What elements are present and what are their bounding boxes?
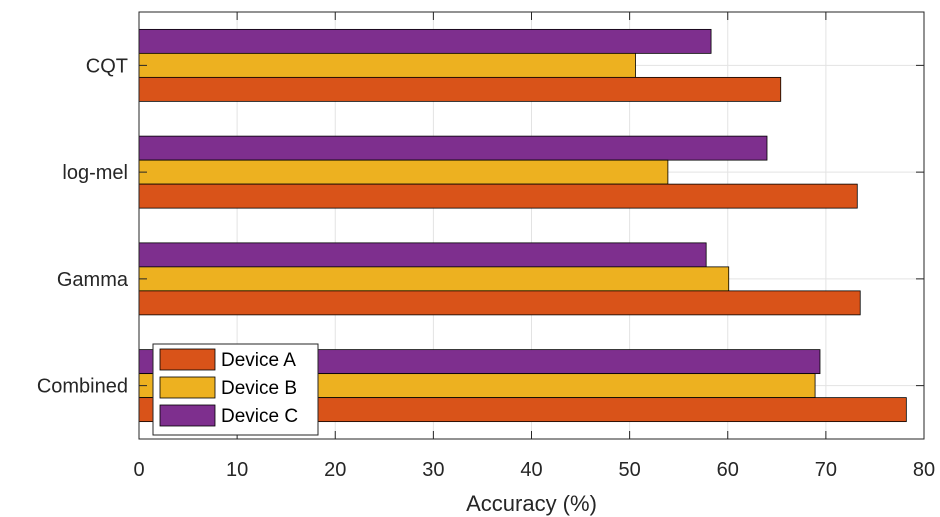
legend-swatch-device-c [159, 404, 216, 427]
legend-label: Device C [221, 406, 298, 427]
y-tick-label: Combined [37, 376, 128, 398]
x-tick-label: 30 [422, 459, 444, 481]
bar-device-b [138, 266, 730, 292]
bar-device-b [138, 159, 669, 185]
bar-device-a [138, 290, 861, 316]
y-tick-label: CQT [86, 55, 128, 77]
bar-device-c [138, 135, 768, 161]
y-tick-label: Gamma [57, 269, 129, 291]
legend-swatch-device-b [159, 376, 216, 399]
legend-swatch-device-a [159, 348, 216, 371]
legend-label: Device A [221, 350, 296, 371]
bar-device-a [138, 183, 858, 209]
legend-label: Device B [221, 378, 297, 399]
x-tick-label: 50 [619, 459, 641, 481]
x-tick-label: 40 [520, 459, 542, 481]
x-tick-label: 20 [324, 459, 346, 481]
bar-device-a [138, 76, 782, 102]
bar-device-b [138, 52, 636, 78]
x-tick-label: 60 [717, 459, 739, 481]
x-tick-label: 10 [226, 459, 248, 481]
y-axis-ticks: CQT log-mel Gamma Combined [37, 55, 924, 398]
bar-device-c [138, 28, 712, 54]
x-tick-label: 80 [913, 459, 935, 481]
bar-device-c [138, 242, 707, 268]
x-axis-ticks: 0 10 20 30 40 50 60 70 80 [133, 12, 935, 481]
x-tick-label: 70 [815, 459, 837, 481]
x-tick-label: 0 [133, 459, 144, 481]
legend: Device A Device B Device C [152, 343, 319, 436]
y-tick-label: log-mel [62, 162, 128, 184]
x-axis-label: Accuracy (%) [466, 491, 597, 516]
